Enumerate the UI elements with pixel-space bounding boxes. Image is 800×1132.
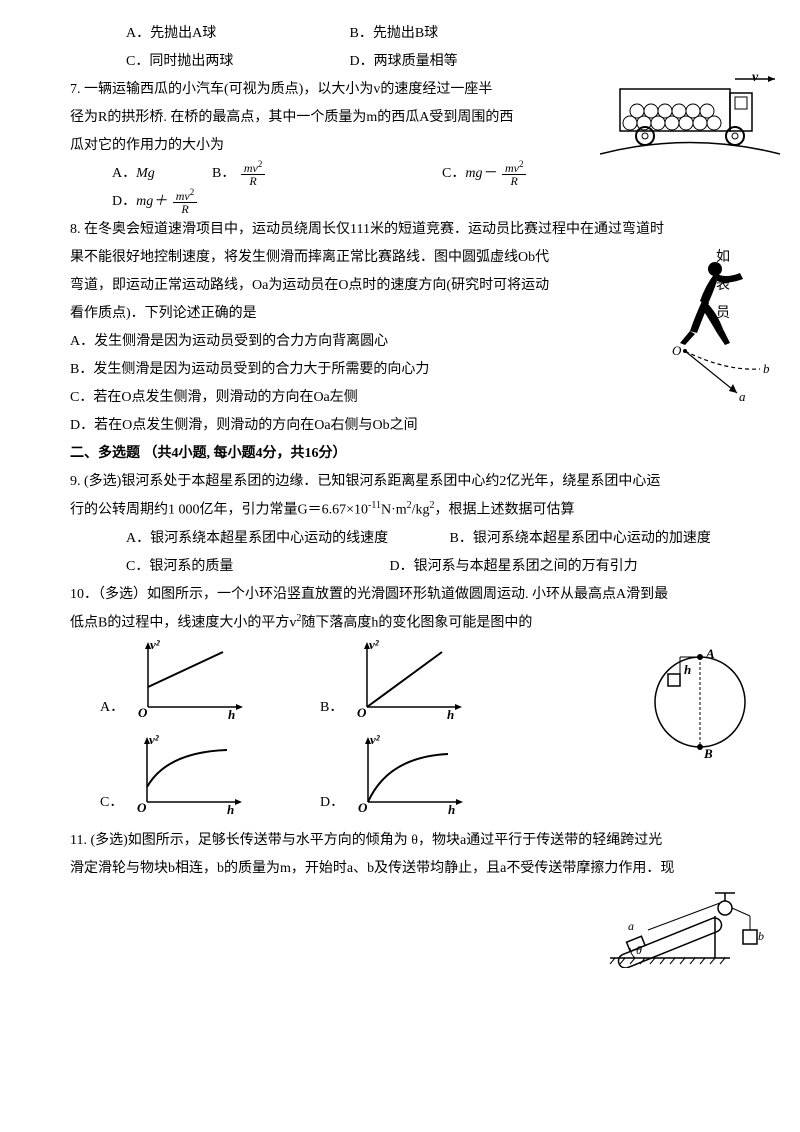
q7-figure: v — [600, 71, 780, 156]
q6-options-ab: A．先抛出A球 B．先抛出B球 — [70, 20, 730, 48]
q9-opt-a: A．银河系绕本超星系团中心运动的线速度 — [126, 525, 446, 553]
q11-stem-2: 滑定滑轮与物块b相连，b的质量为m，开始时a、b及传送带均静止，且a不受传送带摩… — [70, 855, 730, 883]
q7-optD-txt: mg＋ — [136, 194, 167, 209]
q10-graph-c: v² O h — [127, 732, 247, 817]
svg-text:h: h — [228, 707, 235, 722]
q6-opt-b: B．先抛出B球 — [350, 20, 439, 48]
velocity-label: v — [752, 71, 759, 85]
q6-opt-a: A．先抛出A球 — [126, 20, 346, 48]
q7-optB-pre: B． — [212, 166, 235, 181]
svg-text:b: b — [763, 361, 770, 376]
q7-options-row2: D．mg＋ mv2R — [70, 188, 730, 216]
q8-opt-b: B．发生侧滑是因为运动员受到的合力大于所需要的向心力 — [70, 356, 730, 384]
svg-text:v²: v² — [370, 732, 381, 747]
q7-optD-pre: D． — [112, 194, 136, 209]
q10-circle-diagram: A B h — [640, 642, 760, 762]
q9-opt-c: C．银河系的质量 — [126, 553, 386, 581]
q10-graph-d: v² O h — [348, 732, 468, 817]
svg-text:a: a — [739, 389, 746, 404]
svg-text:B: B — [703, 746, 713, 761]
svg-text:h: h — [447, 707, 454, 722]
q9-opt-d: D．银河系与本超星系团之间的万有引力 — [390, 553, 638, 581]
svg-text:O: O — [672, 343, 682, 358]
svg-text:O: O — [137, 800, 147, 815]
q10-optC-label: C． — [100, 789, 123, 817]
svg-text:h: h — [227, 802, 234, 817]
q8-opt-a: A．发生侧滑是因为运动员受到的合力方向背离圆心 — [70, 328, 730, 356]
svg-text:O: O — [357, 705, 367, 720]
q8-figure: O b a — [645, 251, 775, 411]
q8-stem-3: 弯道，即运动正常运动路线，Oa为运动员在O点时的速度方向(研究时可将运动 — [70, 272, 610, 300]
q6-opt-d: D．两球质量相等 — [350, 48, 458, 76]
svg-text:h: h — [448, 802, 455, 817]
q8-opt-c: C．若在O点发生侧滑，则滑动的方向在Oa左侧 — [70, 384, 730, 412]
q10-optA-label: A． — [100, 694, 124, 722]
q10-optD-label: D． — [320, 789, 344, 817]
q7-optA-pre: A． — [112, 166, 136, 181]
q7-optC-txt: mg－ — [465, 166, 496, 181]
q9-opt-b: B．银河系绕本超星系团中心运动的加速度 — [450, 525, 711, 553]
q10-optB-label: B． — [320, 694, 343, 722]
q8-stem-1: 8. 在冬奥会短道速滑项目中，运动员绕周长仅111米的短道竞赛．运动员比赛过程中… — [70, 216, 730, 244]
q10-graphs: A． v² O h B． v² O h A — [70, 637, 730, 827]
q11-stem-1: 11. (多选)如图所示，足够长传送带与水平方向的倾角为 θ，物块a通过平行于传… — [70, 827, 730, 855]
q8-opt-d: D．若在O点发生侧滑，则滑动的方向在Oa右侧与Ob之间 — [70, 412, 730, 440]
q8-stem-2: 果不能很好地控制速度，将发生侧滑而摔离正常比赛路线．图中圆弧虚线Ob代 — [70, 244, 610, 272]
q10-stem-2: 低点B的过程中，线速度大小的平方v2随下落高度h的变化图象可能是图中的 — [70, 609, 730, 638]
svg-text:a: a — [628, 919, 634, 933]
q7-options-row1: A．Mg B． mv2R C．mg－ mv2R — [70, 160, 730, 188]
q8-stem-4: 看作质点)．下列论述正确的是 — [70, 300, 610, 328]
svg-text:v²: v² — [149, 732, 160, 747]
svg-text:b: b — [758, 929, 764, 943]
q11-figure: a b θ — [600, 888, 770, 968]
svg-text:v²: v² — [150, 637, 161, 652]
q10-graph-a: v² O h — [128, 637, 248, 722]
q9-stem-1: 9. (多选)银河系处于本超星系团的边缘．已知银河系距离星系团中心约2亿光年，绕… — [70, 468, 730, 496]
svg-text:h: h — [684, 662, 691, 677]
q6-opt-c: C．同时抛出两球 — [126, 48, 346, 76]
q9-opts-ab: A．银河系绕本超星系团中心运动的线速度 B．银河系绕本超星系团中心运动的加速度 — [70, 525, 730, 553]
q10-graph-b: v² O h — [347, 637, 467, 722]
section-2-header: 二、多选题 （共4小题, 每小题4分，共16分） — [70, 440, 730, 468]
svg-text:O: O — [358, 800, 368, 815]
svg-text:θ: θ — [636, 943, 642, 957]
q7-optB-frac: mv2R — [241, 160, 266, 187]
q7-optA-txt: Mg — [136, 166, 155, 181]
q7-optD-frac: mv2R — [173, 188, 198, 215]
q7-optC-frac: mv2R — [502, 160, 527, 187]
q7-optC-pre: C． — [442, 166, 465, 181]
q9-opts-cd: C．银河系的质量 D．银河系与本超星系团之间的万有引力 — [70, 553, 730, 581]
q10-stem-1: 10．（多选）如图所示，一个小环沿竖直放置的光滑圆环形轨道做圆周运动. 小环从最… — [70, 581, 730, 609]
q9-stem-2: 行的公转周期约1 000亿年，引力常量G＝6.67×10-11N·m2/kg2，… — [70, 496, 730, 525]
svg-text:O: O — [138, 705, 148, 720]
svg-text:v²: v² — [369, 637, 380, 652]
svg-text:A: A — [705, 646, 715, 661]
